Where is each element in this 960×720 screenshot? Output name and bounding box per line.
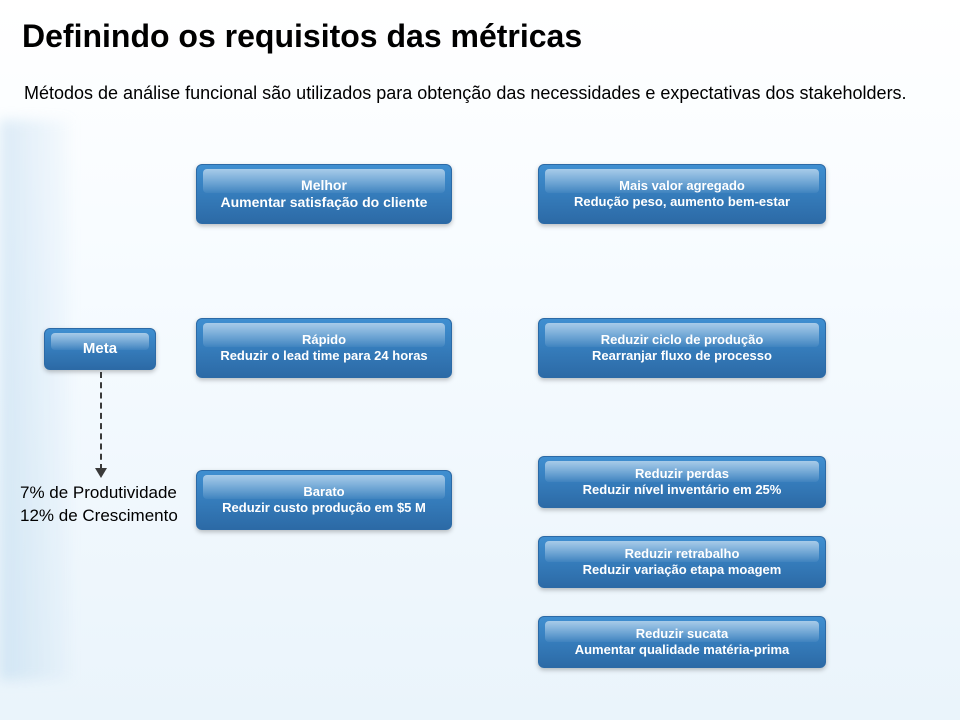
box-barato: Barato Reduzir custo produção em $5 M: [196, 470, 452, 530]
box-retrabalho: Reduzir retrabalho Reduzir variação etap…: [538, 536, 826, 588]
box-meta: Meta: [44, 328, 156, 370]
box-mais-valor: Mais valor agregado Redução peso, aument…: [538, 164, 826, 224]
connector-arrow-icon: [95, 468, 107, 478]
connector-meta-to-result: [100, 372, 102, 470]
box-perdas: Reduzir perdas Reduzir nível inventário …: [538, 456, 826, 508]
box-rapido-line2: Reduzir o lead time para 24 horas: [220, 348, 427, 364]
box-retrabalho-line2: Reduzir variação etapa moagem: [583, 562, 782, 578]
box-perdas-line1: Reduzir perdas: [635, 466, 729, 482]
box-mais-valor-line2: Redução peso, aumento bem-estar: [574, 194, 790, 210]
box-meta-line1: Meta: [83, 340, 117, 359]
box-melhor: Melhor Aumentar satisfação do cliente: [196, 164, 452, 224]
box-melhor-line2: Aumentar satisfação do cliente: [221, 194, 428, 212]
box-barato-line1: Barato: [303, 484, 344, 500]
box-ciclo-line2: Rearranjar fluxo de processo: [592, 348, 772, 364]
box-sucata: Reduzir sucata Aumentar qualidade matéri…: [538, 616, 826, 668]
decorative-side-band: [0, 120, 70, 680]
box-retrabalho-line1: Reduzir retrabalho: [625, 546, 740, 562]
page-subtitle: Métodos de análise funcional são utiliza…: [24, 82, 924, 105]
box-sucata-line2: Aumentar qualidade matéria-prima: [575, 642, 790, 658]
box-rapido-line1: Rápido: [302, 332, 346, 348]
box-ciclo: Reduzir ciclo de produção Rearranjar flu…: [538, 318, 826, 378]
result-line1: 7% de Produtividade: [20, 483, 177, 502]
box-melhor-line1: Melhor: [301, 177, 347, 195]
box-ciclo-line1: Reduzir ciclo de produção: [601, 332, 764, 348]
result-text: 7% de Produtividade 12% de Crescimento: [20, 482, 178, 528]
box-mais-valor-line1: Mais valor agregado: [619, 178, 745, 194]
box-barato-line2: Reduzir custo produção em $5 M: [222, 500, 426, 516]
box-rapido: Rápido Reduzir o lead time para 24 horas: [196, 318, 452, 378]
box-perdas-line2: Reduzir nível inventário em 25%: [583, 482, 782, 498]
page-title: Definindo os requisitos das métricas: [22, 18, 582, 55]
result-line2: 12% de Crescimento: [20, 506, 178, 525]
box-sucata-line1: Reduzir sucata: [636, 626, 728, 642]
